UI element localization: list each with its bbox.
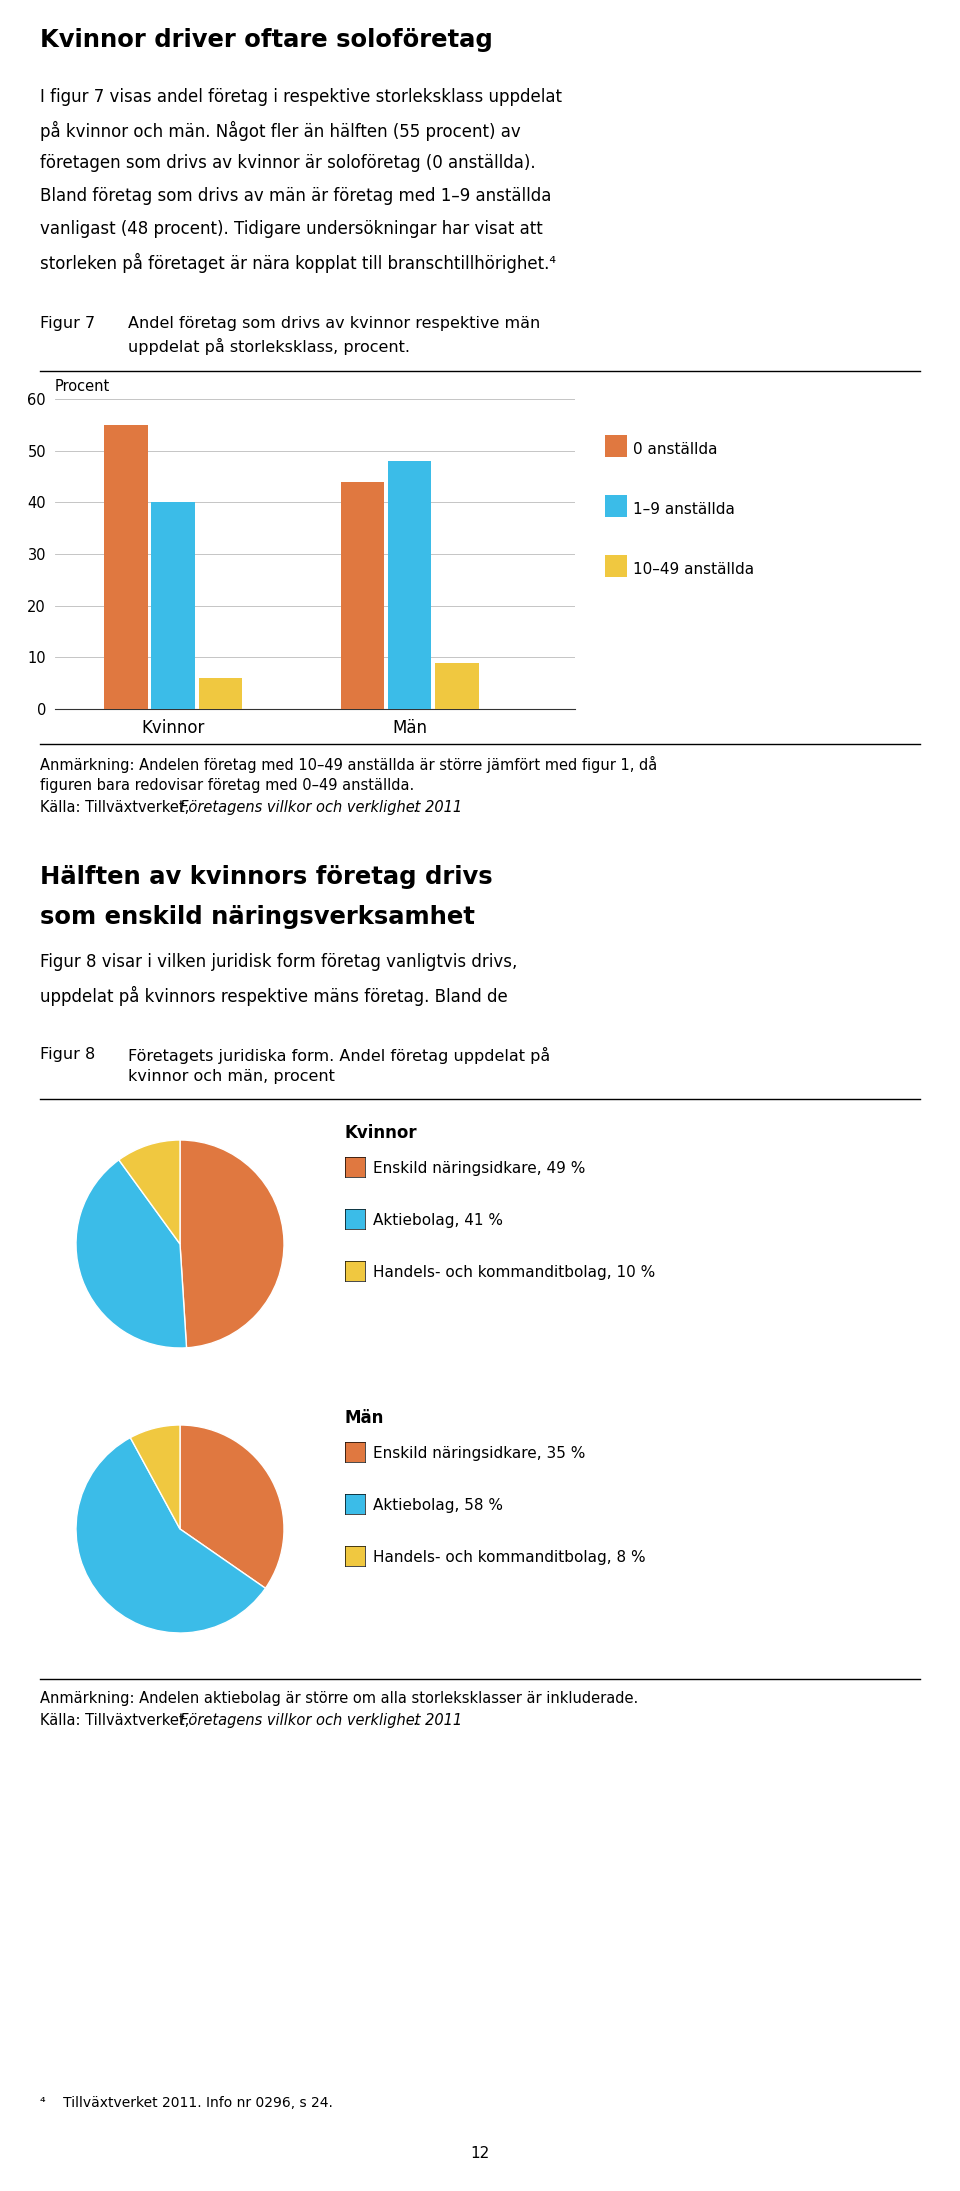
Text: Källa: Tillväxtverket,: Källa: Tillväxtverket, bbox=[40, 1713, 194, 1729]
Text: 10–49 anställda: 10–49 anställda bbox=[633, 563, 755, 576]
Text: Handels- och kommanditbolag, 10 %: Handels- och kommanditbolag, 10 % bbox=[373, 1264, 656, 1280]
Text: vanligast (48 procent). Tidigare undersökningar har visat att: vanligast (48 procent). Tidigare undersö… bbox=[40, 219, 542, 239]
Wedge shape bbox=[180, 1139, 284, 1347]
Text: uppdelat på storleksklass, procent.: uppdelat på storleksklass, procent. bbox=[128, 337, 410, 355]
Text: på kvinnor och män. Något fler än hälften (55 procent) av: på kvinnor och män. Något fler än hälfte… bbox=[40, 121, 520, 140]
Text: .: . bbox=[412, 1713, 417, 1729]
Text: Anmärkning: Andelen företag med 10–49 anställda är större jämfört med figur 1, d: Anmärkning: Andelen företag med 10–49 an… bbox=[40, 756, 658, 773]
Text: Företagens villkor och verklighet 2011: Företagens villkor och verklighet 2011 bbox=[180, 800, 463, 815]
Text: Figur 8 visar i vilken juridisk form företag vanligtvis drivs,: Figur 8 visar i vilken juridisk form för… bbox=[40, 953, 517, 971]
Text: Procent: Procent bbox=[55, 379, 110, 394]
Text: Aktiebolag, 41 %: Aktiebolag, 41 % bbox=[373, 1214, 503, 1227]
Text: Kvinnor driver oftare soloföretag: Kvinnor driver oftare soloföretag bbox=[40, 28, 492, 53]
Text: Kvinnor: Kvinnor bbox=[345, 1124, 418, 1142]
Text: Andel företag som drivs av kvinnor respektive män: Andel företag som drivs av kvinnor respe… bbox=[128, 316, 540, 331]
Text: Handels- och kommanditbolag, 8 %: Handels- och kommanditbolag, 8 % bbox=[373, 1549, 646, 1564]
Bar bbox=[435, 662, 479, 710]
Text: Anmärkning: Andelen aktiebolag är större om alla storleksklasser är inkluderade.: Anmärkning: Andelen aktiebolag är större… bbox=[40, 1691, 638, 1707]
Text: .: . bbox=[412, 800, 417, 815]
Text: Bland företag som drivs av män är företag med 1–9 anställda: Bland företag som drivs av män är företa… bbox=[40, 186, 551, 206]
Text: Enskild näringsidkare, 49 %: Enskild näringsidkare, 49 % bbox=[373, 1161, 586, 1177]
Text: ⁴    Tillväxtverket 2011. Info nr 0296, s 24.: ⁴ Tillväxtverket 2011. Info nr 0296, s 2… bbox=[40, 2097, 333, 2110]
Text: Figur 8: Figur 8 bbox=[40, 1047, 95, 1063]
Text: Företagens villkor och verklighet 2011: Företagens villkor och verklighet 2011 bbox=[180, 1713, 463, 1729]
Bar bbox=[152, 502, 195, 710]
Text: Figur 7: Figur 7 bbox=[40, 316, 95, 331]
Text: Aktiebolag, 58 %: Aktiebolag, 58 % bbox=[373, 1499, 503, 1514]
Text: Män: Män bbox=[345, 1409, 384, 1426]
Text: Företagets juridiska form. Andel företag uppdelat på: Företagets juridiska form. Andel företag… bbox=[128, 1047, 550, 1065]
Text: I figur 7 visas andel företag i respektive storleksklass uppdelat: I figur 7 visas andel företag i respekti… bbox=[40, 88, 562, 105]
Wedge shape bbox=[76, 1159, 186, 1347]
Wedge shape bbox=[131, 1424, 180, 1529]
Bar bbox=[388, 460, 431, 710]
Text: som enskild näringsverksamhet: som enskild näringsverksamhet bbox=[40, 905, 475, 929]
Wedge shape bbox=[76, 1437, 266, 1632]
Bar bbox=[105, 425, 148, 710]
Text: uppdelat på kvinnors respektive mäns företag. Bland de: uppdelat på kvinnors respektive mäns för… bbox=[40, 986, 508, 1006]
Text: figuren bara redovisar företag med 0–49 anställda.: figuren bara redovisar företag med 0–49 … bbox=[40, 778, 415, 793]
Text: Enskild näringsidkare, 35 %: Enskild näringsidkare, 35 % bbox=[373, 1446, 586, 1461]
Text: 1–9 anställda: 1–9 anställda bbox=[633, 502, 734, 517]
Wedge shape bbox=[180, 1424, 284, 1588]
Bar bbox=[199, 677, 242, 710]
Text: 0 anställda: 0 anställda bbox=[633, 443, 717, 458]
Text: Källa: Tillväxtverket,: Källa: Tillväxtverket, bbox=[40, 800, 194, 815]
Text: företagen som drivs av kvinnor är soloföretag (0 anställda).: företagen som drivs av kvinnor är solofö… bbox=[40, 153, 536, 173]
Bar bbox=[341, 482, 384, 710]
Text: storleken på företaget är nära kopplat till branschtillhörighet.⁴: storleken på företaget är nära kopplat t… bbox=[40, 252, 556, 274]
Text: kvinnor och män, procent: kvinnor och män, procent bbox=[128, 1069, 335, 1085]
Text: Hälften av kvinnors företag drivs: Hälften av kvinnors företag drivs bbox=[40, 865, 492, 890]
Wedge shape bbox=[119, 1139, 180, 1244]
Text: 12: 12 bbox=[470, 2145, 490, 2160]
